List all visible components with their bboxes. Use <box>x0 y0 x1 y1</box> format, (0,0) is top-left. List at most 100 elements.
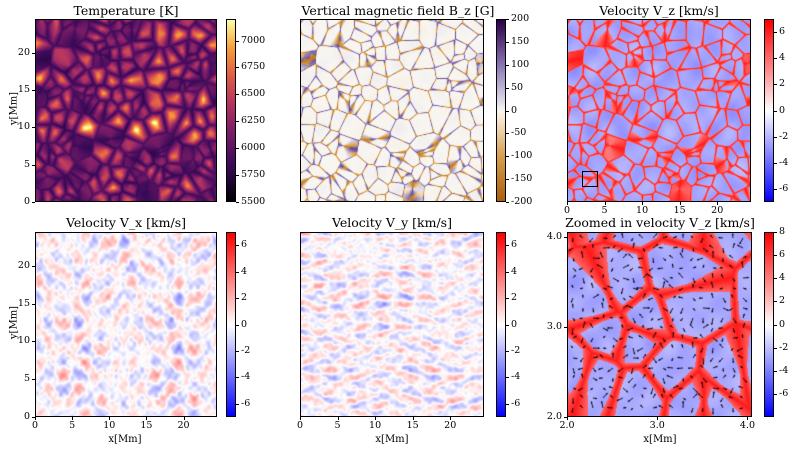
y-tick-label: 3.0 <box>546 320 562 332</box>
x-tick <box>300 417 301 420</box>
colorbar-tick-label: -6 <box>241 397 251 409</box>
colorbar-tick <box>774 162 777 164</box>
x-tick-label: 20 <box>711 205 724 216</box>
colorbar-tick <box>506 110 509 112</box>
colorbar-tick-label: -6 <box>779 182 789 194</box>
x-tick <box>642 202 644 205</box>
x-tick-label: 0 <box>296 420 304 431</box>
x-tick <box>657 417 659 420</box>
colorbar-tick <box>236 175 239 177</box>
x-tick <box>450 417 452 420</box>
colorbar-tick <box>236 202 239 203</box>
y-tick-label: 5 <box>23 158 30 170</box>
x-tick <box>109 417 111 420</box>
colorbar-tick <box>774 32 777 34</box>
colorbar-vy <box>496 232 506 417</box>
colorbar-temperature <box>226 19 236 202</box>
y-tick <box>564 326 567 328</box>
panel-title-vx: Velocity V_x [km/s] <box>66 215 186 230</box>
x-tick <box>679 202 681 205</box>
colorbar-tick <box>506 87 509 89</box>
colorbar-tick-label: -6 <box>511 397 521 409</box>
y-tick-label: 2.0 <box>546 411 562 422</box>
colorbar-tick <box>774 110 777 112</box>
y-tick-label: 20 <box>17 46 30 58</box>
colorbar-tick <box>236 245 239 247</box>
heatmap-bz <box>300 19 484 202</box>
colorbar-vz <box>764 19 774 202</box>
colorbar-tick-label: -2 <box>241 344 251 356</box>
colorbar-tick-label: 6500 <box>241 88 266 100</box>
colorbar-tick-label: -200 <box>511 196 533 207</box>
x-tick-label: 5 <box>334 420 341 431</box>
x-tick-label: 10 <box>636 205 649 216</box>
y-tick-label: 15 <box>17 297 30 309</box>
heatmap-vz <box>567 19 751 202</box>
colorbar-tick-label: -2 <box>511 344 521 356</box>
colorbar-tick <box>774 58 777 60</box>
y-tick <box>564 236 567 238</box>
x-tick-label: 10 <box>103 420 116 431</box>
colorbar-tick-label: 7000 <box>241 34 266 46</box>
colorbar-tick <box>236 350 239 352</box>
x-tick-label: 15 <box>140 420 153 431</box>
colorbar-tick <box>236 377 239 379</box>
x-tick <box>567 202 568 205</box>
y-tick-label: 20 <box>17 259 30 271</box>
heatmap-vy <box>300 232 484 417</box>
colorbar-tick <box>506 64 509 66</box>
y-tick-label: 10 <box>17 335 30 347</box>
colorbar-tick-label: 8 <box>779 226 786 237</box>
y-tick <box>32 341 35 343</box>
colorbar-tick-label: 100 <box>511 58 530 70</box>
x-tick <box>375 417 377 420</box>
y-tick <box>32 303 35 305</box>
colorbar-tick-label: 0 <box>779 104 786 116</box>
xlabel-vzzoom: x[Mm] <box>643 434 677 445</box>
x-tick <box>604 202 606 205</box>
colorbar-tick <box>236 94 239 96</box>
colorbar-tick-label: 6000 <box>241 142 266 154</box>
colorbar-tick <box>506 324 509 326</box>
colorbar-tick <box>236 121 239 123</box>
x-tick-label: 15 <box>406 420 419 431</box>
colorbar-tick-label: 2 <box>241 292 248 304</box>
y-tick <box>564 417 567 418</box>
colorbar-tick-label: 4 <box>779 272 786 284</box>
colorbar-tick <box>774 136 777 138</box>
colorbar-tick-label: 50 <box>511 81 524 93</box>
colorbar-tick-label: 150 <box>511 35 530 47</box>
y-tick <box>32 52 35 54</box>
panel-title-temperature: Temperature [K] <box>73 3 179 18</box>
colorbar-tick-label: -4 <box>511 371 521 383</box>
colorbar-tick-label: 6 <box>241 239 248 251</box>
colorbar-tick-label: -4 <box>779 156 789 168</box>
x-tick-label: 2.0 <box>559 420 575 431</box>
y-tick <box>32 127 35 129</box>
colorbar-tick <box>506 133 509 135</box>
colorbar-tick-label: 0 <box>779 318 786 330</box>
xlabel-vx: x[Mm] <box>108 434 142 445</box>
colorbar-bz <box>496 19 506 202</box>
x-tick <box>567 417 568 420</box>
panel-title-vzzoom: Zoomed in velocity V_z [km/s] <box>565 215 755 230</box>
x-tick-label: 10 <box>369 420 382 431</box>
x-tick-label: 20 <box>177 420 190 431</box>
y-tick <box>32 417 35 418</box>
colorbar-tick-label: 200 <box>511 13 530 24</box>
colorbar-tick-label: -100 <box>511 150 533 162</box>
y-tick <box>32 164 35 166</box>
colorbar-tick-label: -4 <box>241 371 251 383</box>
colorbar-tick <box>236 148 239 150</box>
colorbar-tick <box>506 377 509 379</box>
y-tick-label: 0 <box>23 411 30 422</box>
colorbar-tick <box>774 347 777 349</box>
colorbar-tick-label: 2 <box>511 292 518 304</box>
colorbar-tick <box>774 232 777 233</box>
colorbar-tick <box>506 350 509 352</box>
colorbar-tick <box>774 301 777 303</box>
colorbar-vx <box>226 232 236 417</box>
y-tick-label: 10 <box>17 121 30 133</box>
colorbar-tick-label: 6 <box>511 239 518 251</box>
colorbar-tick <box>506 179 509 181</box>
